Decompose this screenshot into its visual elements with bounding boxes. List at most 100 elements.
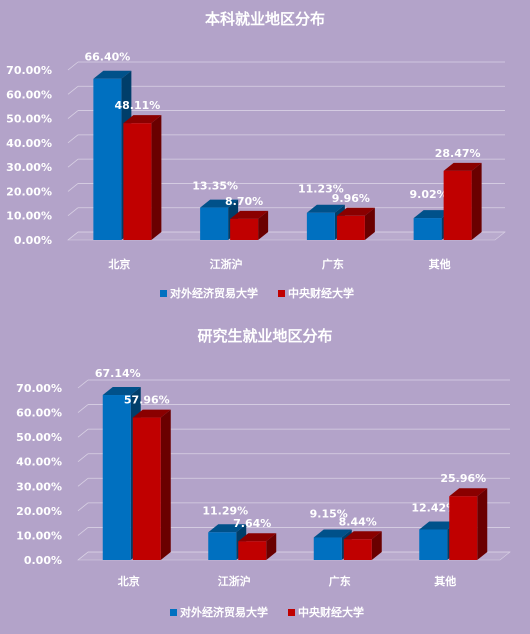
bar-2 bbox=[132, 409, 171, 560]
bar-top bbox=[343, 531, 382, 540]
category-label: 其他 bbox=[429, 257, 451, 271]
gridline-depth bbox=[77, 502, 89, 512]
data-label: 57.96% bbox=[124, 394, 170, 407]
y-tick-label: 0.00% bbox=[24, 554, 62, 567]
bar-side bbox=[266, 533, 277, 560]
bar-2 bbox=[336, 207, 375, 240]
bar-top bbox=[102, 387, 141, 396]
legend-swatch bbox=[170, 609, 177, 616]
legend: 对外经济贸易大学 中央财经大学 bbox=[160, 286, 354, 300]
legend-label: 中央财经大学 bbox=[288, 286, 354, 300]
y-tick-label: 0.00% bbox=[14, 234, 52, 247]
bar-top bbox=[419, 521, 458, 530]
y-tick-label: 70.00% bbox=[16, 382, 62, 395]
bar-front bbox=[208, 532, 237, 560]
data-label: 11.29% bbox=[202, 504, 248, 517]
gridline-depth bbox=[77, 428, 89, 438]
chart-title: 研究生就业地区分布 bbox=[197, 327, 332, 345]
category-label: 江浙沪 bbox=[218, 574, 251, 588]
category-label: 北京 bbox=[108, 257, 130, 271]
bar-side bbox=[471, 162, 482, 240]
data-label: 12.42% bbox=[411, 501, 457, 514]
y-tick-label: 20.00% bbox=[6, 185, 52, 198]
bar-side bbox=[258, 210, 269, 240]
category-label: 江浙沪 bbox=[210, 257, 243, 271]
bar-top bbox=[230, 210, 269, 219]
gridline-depth bbox=[67, 134, 79, 144]
y-tick-label: 50.00% bbox=[16, 431, 62, 444]
bar-side bbox=[477, 488, 488, 560]
bar-side bbox=[371, 531, 382, 560]
bar-front bbox=[419, 529, 448, 560]
bar-side bbox=[364, 207, 375, 240]
legend-label: 中央财经大学 bbox=[298, 605, 364, 619]
bar-front bbox=[443, 170, 472, 240]
legend: 对外经济贸易大学 中央财经大学 bbox=[170, 605, 364, 619]
legend-swatch bbox=[160, 290, 167, 297]
bar-front bbox=[93, 78, 122, 240]
data-label: 25.96% bbox=[440, 472, 486, 485]
category-label: 其他 bbox=[434, 574, 456, 588]
bar-top bbox=[413, 210, 452, 219]
bar-side bbox=[151, 115, 162, 240]
bar-top bbox=[313, 529, 352, 538]
bar-top bbox=[208, 524, 247, 533]
bar-front bbox=[343, 539, 372, 560]
bar-front bbox=[306, 212, 335, 240]
data-label: 8.70% bbox=[225, 195, 263, 208]
gridline-depth bbox=[67, 183, 79, 192]
bar-front bbox=[449, 496, 478, 560]
bar-2 bbox=[230, 210, 269, 240]
bar-front bbox=[200, 207, 229, 240]
bar-top bbox=[443, 162, 482, 171]
category-label: 北京 bbox=[118, 574, 140, 588]
bar-front bbox=[132, 417, 161, 560]
bar-front bbox=[238, 541, 267, 560]
legend-label: 对外经济贸易大学 bbox=[170, 286, 258, 300]
bar-2 bbox=[443, 162, 482, 240]
bar-front bbox=[336, 215, 365, 240]
legend-label: 对外经济贸易大学 bbox=[180, 605, 268, 619]
bar-side bbox=[160, 409, 171, 560]
gridline-depth bbox=[77, 379, 89, 389]
chart-title: 本科就业地区分布 bbox=[205, 10, 325, 28]
y-tick-label: 70.00% bbox=[6, 64, 52, 77]
category-label: 广东 bbox=[329, 574, 351, 588]
bar-top bbox=[93, 70, 132, 79]
bar-2 bbox=[123, 115, 162, 240]
bar-2 bbox=[343, 531, 382, 560]
gridline-depth bbox=[67, 85, 79, 95]
bar-top bbox=[238, 533, 277, 542]
gridline-depth bbox=[67, 61, 79, 71]
data-label: 48.11% bbox=[114, 99, 160, 112]
bar-front bbox=[413, 218, 442, 240]
y-tick-label: 60.00% bbox=[6, 88, 52, 101]
bar-front bbox=[102, 395, 131, 560]
data-label: 11.23% bbox=[298, 183, 344, 196]
data-label: 8.44% bbox=[339, 515, 377, 528]
chart-1: 本科就业地区分布 0.00% 10.00% 20.00% 30.00% 40.00% 50.… bbox=[6, 10, 506, 300]
gridline-depth bbox=[77, 477, 89, 487]
bar-front bbox=[230, 218, 259, 240]
data-label: 66.40% bbox=[84, 51, 130, 64]
bar-2 bbox=[238, 533, 277, 560]
bar-front bbox=[313, 537, 342, 560]
gridline-depth bbox=[77, 527, 89, 536]
gridline-depth bbox=[77, 453, 89, 463]
bar-top bbox=[123, 115, 162, 124]
bar-top bbox=[306, 204, 345, 213]
data-label: 9.02% bbox=[410, 188, 448, 201]
y-tick-label: 20.00% bbox=[16, 505, 62, 518]
y-tick-label: 30.00% bbox=[16, 480, 62, 493]
y-tick-label: 60.00% bbox=[16, 407, 62, 420]
bar-top bbox=[200, 199, 239, 208]
data-label: 9.96% bbox=[332, 192, 370, 205]
data-label: 7.64% bbox=[233, 517, 271, 530]
category-label: 广东 bbox=[322, 257, 344, 271]
y-tick-label: 50.00% bbox=[6, 113, 52, 126]
legend-swatch bbox=[278, 290, 285, 297]
y-tick-label: 10.00% bbox=[6, 210, 52, 223]
bar-2 bbox=[449, 488, 488, 560]
gridline-depth bbox=[67, 110, 79, 119]
